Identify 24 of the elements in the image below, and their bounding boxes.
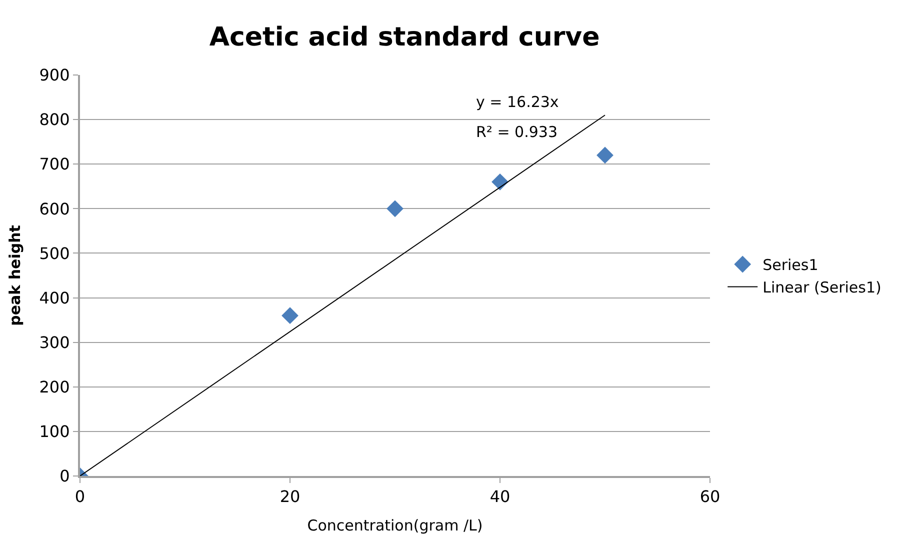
y-tick-label: 0 — [60, 466, 70, 486]
y-tick-label: 700 — [39, 154, 70, 174]
y-tick-label: 500 — [39, 244, 70, 263]
x-tick-label: 20 — [280, 487, 300, 506]
y-tick-label: 800 — [39, 110, 70, 130]
y-tick-label: 300 — [39, 332, 70, 352]
chart-title: Acetic acid standard curve — [209, 22, 600, 52]
y-tick-label: 400 — [39, 288, 70, 308]
legend-label: Series1 — [762, 256, 818, 274]
point — [386, 200, 404, 218]
point — [492, 173, 508, 190]
annotation: y = 16.23x — [476, 93, 559, 111]
y-tick-label: 100 — [39, 422, 70, 442]
x-tick-label: 0 — [74, 487, 86, 506]
legend-label: Linear (Series1) — [762, 278, 882, 297]
x-axis-title: Concentration(gram /L) — [307, 516, 483, 535]
x-tick-label: 60 — [700, 487, 720, 506]
y-tick-label: 900 — [39, 66, 70, 85]
y-tick-label: 200 — [39, 377, 70, 396]
y-tick-label: 600 — [39, 199, 70, 218]
x-tick-label: 40 — [490, 487, 510, 506]
point — [596, 146, 614, 164]
y-axis-title: peak height — [6, 225, 24, 326]
annotation: R² = 0.933 — [476, 123, 558, 141]
